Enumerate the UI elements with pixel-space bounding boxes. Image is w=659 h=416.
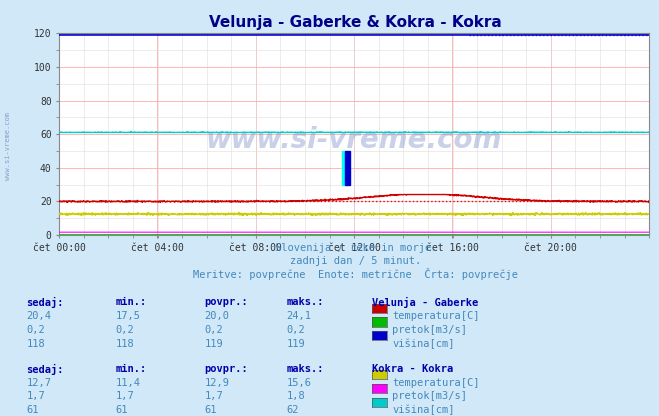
- Text: 20,0: 20,0: [204, 311, 229, 321]
- Text: višina[cm]: višina[cm]: [392, 339, 455, 349]
- Text: pretok[m3/s]: pretok[m3/s]: [392, 325, 467, 335]
- Text: 0,2: 0,2: [204, 325, 223, 335]
- Text: 61: 61: [115, 405, 128, 415]
- Text: 20,4: 20,4: [26, 311, 51, 321]
- Text: 118: 118: [115, 339, 134, 349]
- Text: pretok[m3/s]: pretok[m3/s]: [392, 391, 467, 401]
- Text: zadnji dan / 5 minut.: zadnji dan / 5 minut.: [290, 256, 422, 266]
- Text: min.:: min.:: [115, 297, 146, 307]
- Text: 0,2: 0,2: [26, 325, 45, 335]
- Text: 1,8: 1,8: [287, 391, 305, 401]
- Text: sedaj:: sedaj:: [26, 364, 64, 375]
- Text: 24,1: 24,1: [287, 311, 312, 321]
- Text: 12,7: 12,7: [26, 378, 51, 388]
- Text: 1,7: 1,7: [115, 391, 134, 401]
- Bar: [342, 151, 347, 185]
- Text: 61: 61: [204, 405, 217, 415]
- Text: 62: 62: [287, 405, 299, 415]
- Text: min.:: min.:: [115, 364, 146, 374]
- Text: povpr.:: povpr.:: [204, 364, 248, 374]
- Text: 119: 119: [287, 339, 305, 349]
- Text: Velunja - Gaberke: Velunja - Gaberke: [372, 297, 478, 309]
- Text: 1,7: 1,7: [26, 391, 45, 401]
- Text: sedaj:: sedaj:: [26, 297, 64, 309]
- Text: 1,7: 1,7: [204, 391, 223, 401]
- Text: povpr.:: povpr.:: [204, 297, 248, 307]
- Text: temperatura[C]: temperatura[C]: [392, 311, 480, 321]
- Text: 118: 118: [26, 339, 45, 349]
- Text: 0,2: 0,2: [115, 325, 134, 335]
- Text: Slovenija / reke in morje.: Slovenija / reke in morje.: [275, 243, 437, 253]
- Text: Velunja - Gaberke & Kokra - Kokra: Velunja - Gaberke & Kokra - Kokra: [210, 15, 502, 30]
- Text: 15,6: 15,6: [287, 378, 312, 388]
- Text: maks.:: maks.:: [287, 297, 324, 307]
- Text: maks.:: maks.:: [287, 364, 324, 374]
- Text: 11,4: 11,4: [115, 378, 140, 388]
- Text: 119: 119: [204, 339, 223, 349]
- Text: 61: 61: [26, 405, 39, 415]
- Text: 12,9: 12,9: [204, 378, 229, 388]
- Text: 0,2: 0,2: [287, 325, 305, 335]
- Text: Kokra - Kokra: Kokra - Kokra: [372, 364, 453, 374]
- Text: Meritve: povprečne  Enote: metrične  Črta: povprečje: Meritve: povprečne Enote: metrične Črta:…: [193, 268, 519, 280]
- Bar: [345, 151, 351, 185]
- Bar: [342, 151, 345, 185]
- Text: 17,5: 17,5: [115, 311, 140, 321]
- Text: višina[cm]: višina[cm]: [392, 405, 455, 416]
- Text: www.si-vreme.com: www.si-vreme.com: [5, 111, 11, 180]
- Text: temperatura[C]: temperatura[C]: [392, 378, 480, 388]
- Text: www.si-vreme.com: www.si-vreme.com: [206, 126, 502, 154]
